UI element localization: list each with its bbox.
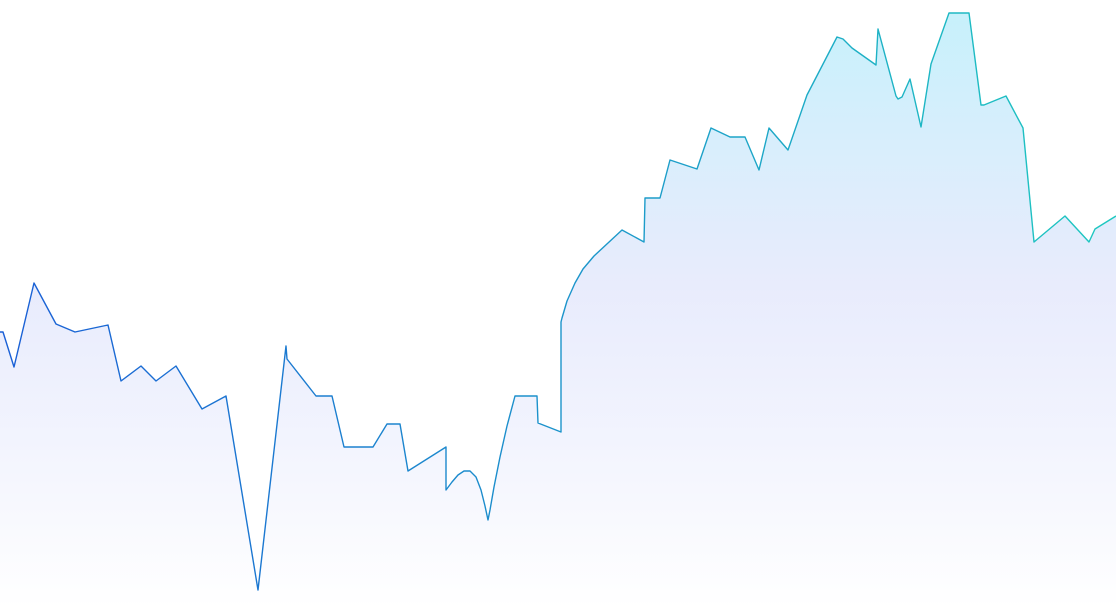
data-point-23 [445, 446, 448, 449]
data-point-10 [175, 365, 178, 368]
data-point-25 [451, 481, 454, 484]
data-point-77 [1033, 241, 1036, 244]
data-point-6 [107, 324, 110, 327]
data-point-13 [257, 589, 260, 592]
data-point-46 [593, 255, 596, 258]
data-point-67 [901, 96, 904, 99]
data-point-24 [445, 489, 448, 492]
data-point-9 [155, 380, 158, 383]
data-point-64 [877, 28, 880, 31]
data-point-49 [644, 197, 647, 200]
data-point-12 [225, 395, 228, 398]
data-point-63 [875, 64, 878, 67]
data-point-44 [574, 282, 577, 285]
data-point-21 [399, 423, 402, 426]
data-point-45 [582, 268, 585, 271]
data-point-2 [13, 366, 16, 369]
data-point-58 [787, 149, 790, 152]
data-point-69 [920, 126, 923, 129]
data-point-51 [669, 159, 672, 162]
data-point-71 [948, 12, 951, 15]
data-point-39 [537, 422, 540, 425]
data-point-1 [2, 331, 5, 334]
data-point-34 [493, 486, 496, 489]
data-point-43 [566, 300, 569, 303]
data-point-3 [33, 282, 36, 285]
data-point-35 [499, 456, 502, 459]
data-point-37 [514, 395, 517, 398]
data-point-48 [643, 241, 646, 244]
data-point-68 [909, 78, 912, 81]
data-point-16 [315, 395, 318, 398]
data-point-26 [457, 474, 460, 477]
data-point-65 [895, 95, 898, 98]
data-point-59 [806, 94, 809, 97]
data-point-11 [201, 408, 204, 411]
data-point-36 [506, 425, 509, 428]
data-point-33 [489, 509, 492, 512]
data-point-5 [74, 331, 77, 334]
data-point-70 [930, 63, 933, 66]
data-point-20 [386, 423, 389, 426]
data-point-19 [372, 446, 375, 449]
data-point-50 [659, 197, 662, 200]
data-point-14 [285, 345, 288, 348]
data-point-54 [729, 136, 732, 139]
data-point-31 [484, 505, 487, 508]
data-point-72 [968, 12, 971, 15]
data-point-78 [1064, 215, 1067, 218]
data-point-40 [560, 431, 563, 434]
data-point-27 [463, 470, 466, 473]
data-point-30 [480, 489, 483, 492]
data-point-42 [561, 317, 564, 320]
data-point-53 [710, 127, 713, 130]
series-area-fill [0, 13, 1116, 608]
data-point-47 [621, 229, 624, 232]
data-point-18 [343, 446, 346, 449]
data-point-41 [560, 321, 563, 324]
data-point-74 [983, 104, 986, 107]
data-point-55 [744, 136, 747, 139]
data-point-7 [120, 380, 123, 383]
data-point-57 [768, 127, 771, 130]
data-point-8 [140, 365, 143, 368]
data-point-56 [758, 169, 761, 172]
data-point-17 [331, 395, 334, 398]
data-point-80 [1094, 228, 1097, 231]
data-point-79 [1088, 241, 1091, 244]
data-point-15 [286, 358, 289, 361]
data-point-29 [475, 476, 478, 479]
data-point-66 [897, 98, 900, 101]
data-point-38 [536, 395, 539, 398]
data-point-52 [696, 168, 699, 171]
data-point-62 [851, 47, 854, 50]
data-point-28 [469, 470, 472, 473]
data-point-32 [487, 519, 490, 522]
data-point-60 [836, 36, 839, 39]
data-point-22 [407, 470, 410, 473]
series-line [0, 12, 1116, 591]
data-point-76 [1022, 127, 1025, 130]
data-point-73 [980, 104, 983, 107]
data-point-61 [842, 38, 845, 41]
data-point-75 [1005, 95, 1008, 98]
data-point-4 [55, 323, 58, 326]
